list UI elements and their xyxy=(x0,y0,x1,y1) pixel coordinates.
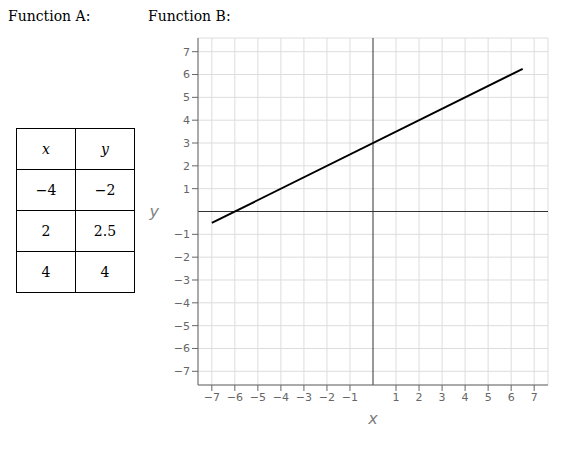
svg-text:−3: −3 xyxy=(174,274,190,287)
svg-text:1: 1 xyxy=(183,183,190,196)
html-text:−4: −4 xyxy=(35,182,57,198)
html-text:4: 4 xyxy=(100,264,110,280)
svg-text:4: 4 xyxy=(183,114,190,127)
html-text:y: y xyxy=(101,141,109,157)
svg-text:−5: −5 xyxy=(174,320,190,333)
svg-text:3: 3 xyxy=(183,137,190,150)
svg-text:−6: −6 xyxy=(227,391,243,404)
svg-text:−7: −7 xyxy=(204,391,220,404)
html-text:2: 2 xyxy=(41,223,51,239)
svg-text:7: 7 xyxy=(531,391,538,404)
svg-text:5: 5 xyxy=(485,391,492,404)
svg-text:6: 6 xyxy=(508,391,515,404)
svg-text:4: 4 xyxy=(462,391,469,404)
html-text:2.5: 2.5 xyxy=(93,223,117,239)
svg-text:−2: −2 xyxy=(319,391,335,404)
svg-text:−2: −2 xyxy=(174,251,190,264)
html-text:Function A:: Function A: xyxy=(8,8,91,24)
svg-text:−7: −7 xyxy=(174,365,190,378)
html-text:4: 4 xyxy=(41,264,51,280)
svg-text:−4: −4 xyxy=(273,391,289,404)
svg-text:7: 7 xyxy=(183,46,190,59)
html-text:Function B:: Function B: xyxy=(148,8,231,24)
svg-text:−3: −3 xyxy=(296,391,312,404)
svg-text:1: 1 xyxy=(393,391,400,404)
svg-text:−1: −1 xyxy=(342,391,358,404)
svg-text:3: 3 xyxy=(439,391,446,404)
html-text:−2: −2 xyxy=(94,182,116,198)
svg-text:x: x xyxy=(367,409,378,428)
svg-text:2: 2 xyxy=(416,391,423,404)
svg-text:−4: −4 xyxy=(174,297,190,310)
svg-text:6: 6 xyxy=(183,68,190,81)
svg-text:−1: −1 xyxy=(174,228,190,241)
svg-text:2: 2 xyxy=(183,160,190,173)
svg-text:−5: −5 xyxy=(250,391,266,404)
svg-text:5: 5 xyxy=(183,91,190,104)
svg-text:−6: −6 xyxy=(174,342,190,355)
html-text:x: x xyxy=(42,141,50,157)
svg-text:y: y xyxy=(149,202,160,221)
